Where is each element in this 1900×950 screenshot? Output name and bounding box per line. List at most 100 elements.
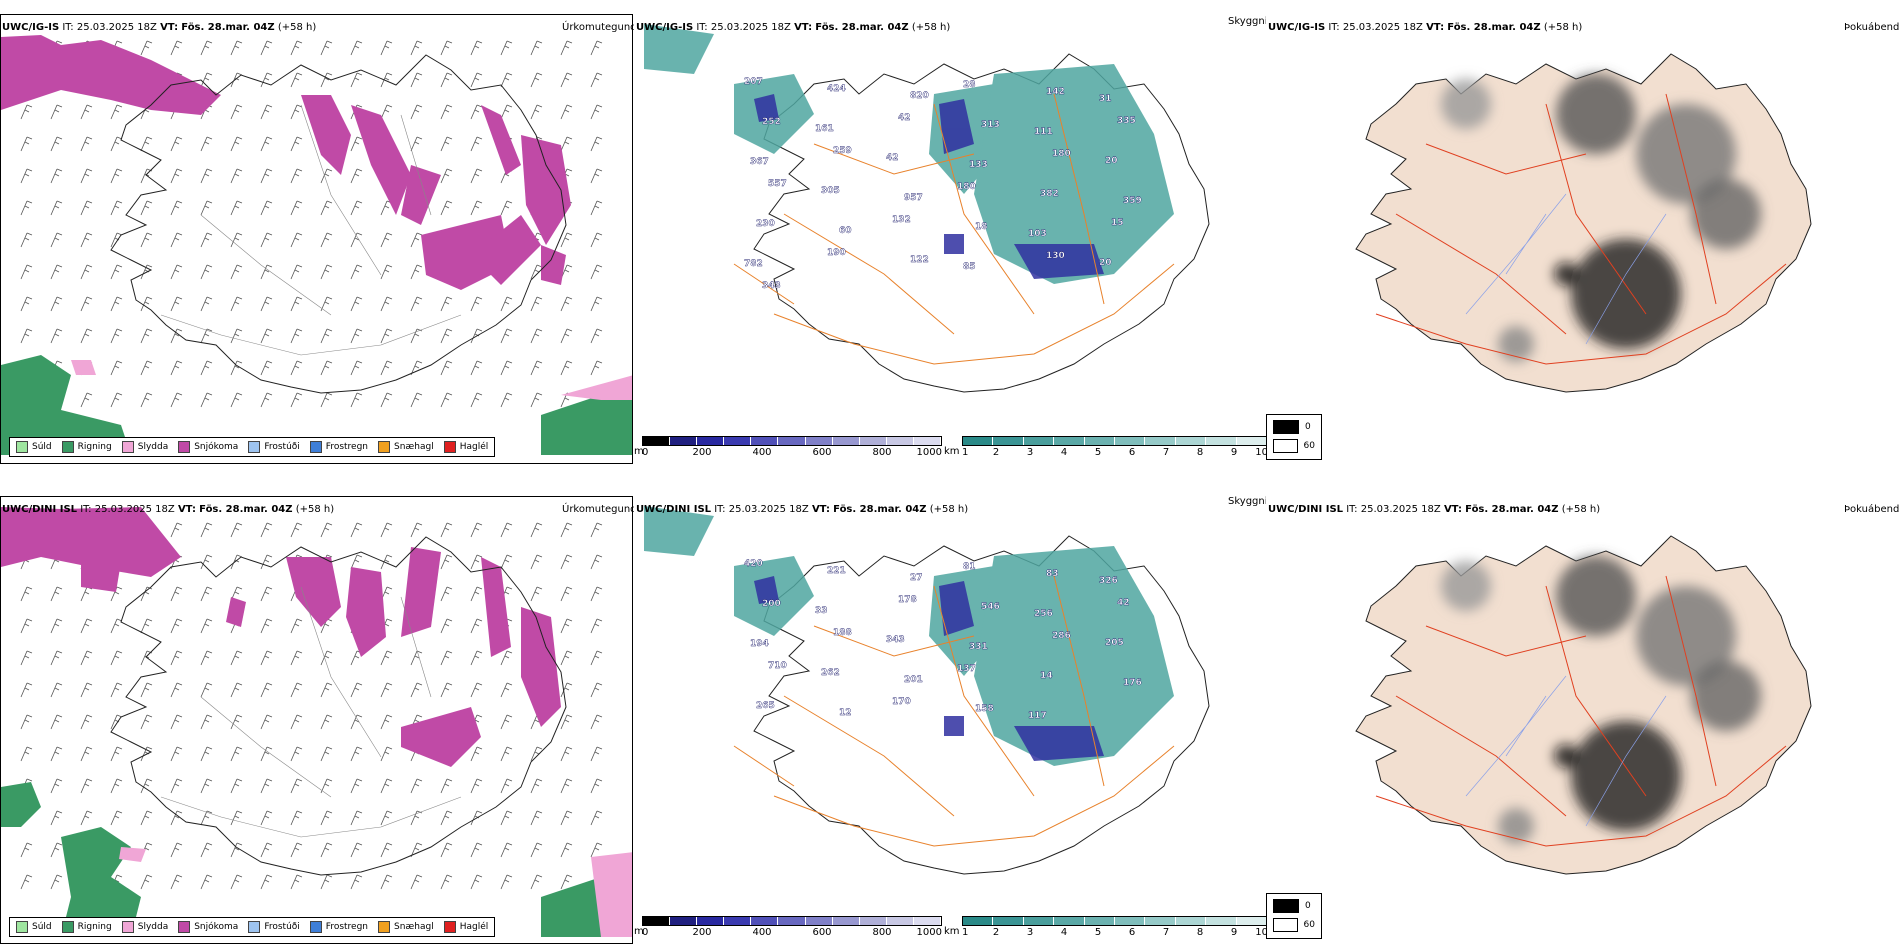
colorbar-tick: 6: [1128, 927, 1136, 938]
it-label: IT:: [80, 504, 92, 515]
cloud-legend-bottom: 0 60: [1266, 893, 1322, 939]
visibility-label: 331: [969, 642, 988, 652]
cloud-title-top: Þokuábendi: [1844, 22, 1900, 33]
colorbar-cell: [670, 917, 698, 925]
visibility-label: 170: [892, 697, 911, 707]
vis-header-bottom: UWC/DINI ISL IT: 25.03.2025 18Z VT: Fös.…: [636, 504, 968, 515]
legend-item: Súld: [16, 921, 52, 933]
wind-barbs: [20, 40, 603, 408]
colorbar-cell: [1084, 437, 1116, 445]
legend-swatch: [248, 921, 261, 933]
colorbar-cell: [859, 437, 887, 445]
visibility-label: 420: [744, 559, 763, 569]
vt-label: VT:: [177, 504, 196, 515]
lead-time: (+58 h): [295, 504, 335, 515]
colorbar-tick: 200: [692, 927, 712, 938]
roads: [733, 93, 1175, 365]
visibility-label: 117: [1028, 711, 1047, 721]
visibility-label: 359: [1123, 196, 1142, 206]
cloud-title-bottom: Þokuábendi: [1844, 504, 1900, 515]
colorbar-cell: [1115, 437, 1146, 445]
legend-label: Súld: [32, 922, 52, 932]
legend-item: Snæhagl: [378, 921, 434, 933]
unit-label: m: [634, 926, 644, 937]
visibility-label: 205: [1105, 638, 1124, 648]
legend-swatch: [178, 441, 191, 453]
legend-item: Frostregn: [309, 441, 369, 453]
legend-label: Slydda: [137, 442, 169, 452]
colorbar-cell: [993, 917, 1024, 925]
visibility-label: 194: [750, 639, 769, 649]
visibility-label: 18: [975, 222, 988, 232]
legend-swatch: [1273, 899, 1299, 913]
visibility-label: 103: [1028, 229, 1047, 239]
legend-label: Frostregn: [325, 442, 369, 452]
visibility-label: 15: [1111, 218, 1124, 228]
precip-title-top: Úrkomutegund: [562, 22, 637, 33]
lead-time: (+58 h): [1543, 22, 1583, 33]
vis-title-bottom: Skyggni: [1228, 496, 1268, 507]
it-value: 25.03.2025 18Z: [728, 504, 809, 515]
rivers: [1465, 675, 1667, 827]
legend-label: Snæhagl: [394, 442, 434, 452]
unit-label: m: [634, 446, 644, 457]
colorbar-tick: 9: [1230, 447, 1238, 458]
legend-swatch: [1273, 918, 1298, 932]
colorbar-cell: [778, 917, 806, 925]
it-label: IT:: [714, 504, 726, 515]
legend-label: Snjókoma: [194, 442, 239, 452]
colorbar-cell: [886, 917, 914, 925]
colorbar-cell: [1206, 917, 1237, 925]
colorbar-tick: 1000: [916, 927, 942, 938]
it-value: 25.03.2025 18Z: [76, 22, 157, 33]
vt-label: VT:: [160, 22, 179, 33]
visibility-label: 142: [1046, 87, 1065, 97]
visibility-label: 158: [975, 704, 994, 714]
visibility-label: 262: [821, 668, 840, 678]
vt-label: VT:: [1443, 504, 1462, 515]
visibility-label: 161: [815, 124, 834, 134]
vis-colorbar-m-bottom: m 0 200 400 600 800 1000: [634, 916, 942, 940]
colorbar-tick: 3: [1026, 927, 1034, 938]
colorbar-cell: [724, 917, 752, 925]
colorbar-tick: 7: [1162, 447, 1170, 458]
legend-label: Slydda: [137, 922, 169, 932]
colorbar-tick: 8: [1196, 927, 1204, 938]
legend-swatch: [248, 441, 261, 453]
snow-area: [1, 35, 571, 290]
visibility-label: 343: [762, 281, 781, 291]
visibility-label: 33: [815, 606, 828, 616]
model-name: UWC/IG-IS: [2, 22, 60, 33]
fog-area: [754, 94, 1104, 279]
colorbar-tick: 1000: [916, 447, 942, 458]
legend-item: Snjókoma: [178, 921, 238, 933]
vt-value: Fös. 28.mar. 04Z: [833, 504, 927, 515]
lead-time: (+58 h): [911, 22, 951, 33]
vt-value: Fös. 28.mar. 04Z: [815, 22, 909, 33]
colorbar-tick: 10: [1255, 927, 1268, 938]
visibility-label: 190: [827, 248, 846, 258]
lead-time: (+58 h): [929, 504, 969, 515]
colorbar-cell: [886, 437, 914, 445]
legend-swatch: [309, 921, 322, 933]
colorbar-cell: [751, 917, 779, 925]
legend-swatch: [443, 921, 456, 933]
roads: [160, 586, 462, 838]
colorbar-tick: 3: [1026, 447, 1034, 458]
colorbar-m: 0 200 400 600 800 1000: [642, 436, 942, 460]
colorbar-tick: 4: [1060, 927, 1068, 938]
vis-map-top: 207 424 820 28 142 31 252 161 42 313 111 335 367 259 4…: [644, 24, 1210, 393]
it-value: 25.03.2025 18Z: [94, 504, 175, 515]
cloud-header-bottom: UWC/DINI ISL IT: 25.03.2025 18Z VT: Fös.…: [1268, 504, 1600, 515]
precip-panel-bottom: Súld Rigning Slydda Snjókoma Frostúði Frostre…: [0, 496, 633, 944]
colorbar-tick: 200: [692, 447, 712, 458]
visibility-label: 782: [744, 259, 763, 269]
visibility-label: 957: [904, 193, 923, 203]
colorbar-cell: [724, 437, 752, 445]
colorbar-cell: [1175, 917, 1207, 925]
colorbar-cell: [1115, 917, 1146, 925]
colorbar-tick: 10: [1255, 447, 1268, 458]
colorbar-tick: 400: [752, 447, 772, 458]
vis-title-top: Skyggni: [1228, 16, 1268, 27]
colorbar-cell: [805, 917, 833, 925]
